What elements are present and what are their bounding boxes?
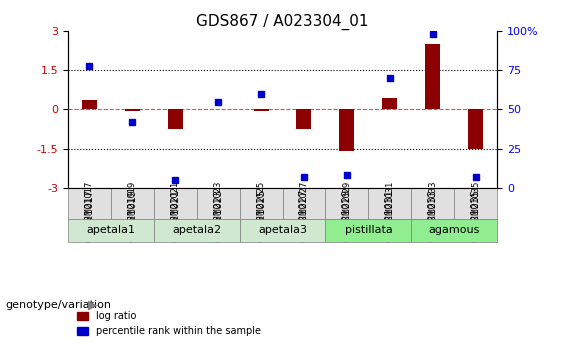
Text: GSM21021: GSM21021 [170, 189, 180, 242]
Text: GSM21035: GSM21035 [471, 181, 480, 226]
Text: GSM21021: GSM21021 [171, 181, 180, 226]
Text: GSM21033: GSM21033 [428, 189, 438, 242]
Text: GSM21025: GSM21025 [256, 189, 266, 243]
FancyBboxPatch shape [454, 188, 497, 219]
Text: GSM21019: GSM21019 [127, 189, 137, 242]
Text: GSM21029: GSM21029 [342, 181, 351, 226]
Text: GSM21031: GSM21031 [385, 189, 395, 242]
Text: GSM21029: GSM21029 [342, 189, 352, 242]
FancyBboxPatch shape [68, 188, 111, 219]
Text: agamous: agamous [429, 225, 480, 235]
Bar [125, 109, 140, 111]
FancyBboxPatch shape [68, 219, 154, 242]
FancyBboxPatch shape [368, 188, 411, 219]
FancyBboxPatch shape [411, 188, 454, 219]
FancyBboxPatch shape [154, 219, 240, 242]
FancyBboxPatch shape [154, 188, 197, 219]
Text: genotype/variation: genotype/variation [6, 300, 112, 310]
Text: GSM21027: GSM21027 [299, 181, 308, 226]
Text: GSM21023: GSM21023 [213, 189, 223, 242]
FancyBboxPatch shape [240, 188, 282, 219]
Text: GSM21023: GSM21023 [214, 181, 223, 226]
Text: apetala3: apetala3 [258, 225, 307, 235]
Text: apetala1: apetala1 [86, 225, 135, 235]
Text: apetala2: apetala2 [172, 225, 221, 235]
Text: GSM21035: GSM21035 [471, 189, 481, 242]
Text: GSM21031: GSM21031 [385, 181, 394, 226]
Text: GSM21017: GSM21017 [84, 189, 94, 242]
Bar [168, 109, 182, 129]
FancyBboxPatch shape [325, 188, 368, 219]
Text: ▶: ▶ [88, 299, 97, 312]
Text: pistillata: pistillata [345, 225, 392, 235]
Legend: log ratio, percentile rank within the sample: log ratio, percentile rank within the sa… [73, 307, 265, 340]
Text: GSM21019: GSM21019 [128, 181, 137, 226]
Text: GSM21017: GSM21017 [85, 181, 94, 226]
Text: GSM21033: GSM21033 [428, 181, 437, 226]
FancyBboxPatch shape [325, 219, 411, 242]
Bar [340, 109, 354, 151]
Text: GSM21025: GSM21025 [257, 181, 266, 226]
Text: GSM21027: GSM21027 [299, 189, 309, 243]
Bar [297, 109, 311, 129]
Bar [82, 100, 97, 109]
FancyBboxPatch shape [240, 219, 325, 242]
Bar [468, 109, 483, 149]
Bar [254, 109, 268, 111]
Bar [425, 44, 440, 109]
FancyBboxPatch shape [282, 188, 325, 219]
FancyBboxPatch shape [197, 188, 240, 219]
Bar [383, 98, 397, 109]
Title: GDS867 / A023304_01: GDS867 / A023304_01 [196, 13, 369, 30]
FancyBboxPatch shape [411, 219, 497, 242]
FancyBboxPatch shape [111, 188, 154, 219]
